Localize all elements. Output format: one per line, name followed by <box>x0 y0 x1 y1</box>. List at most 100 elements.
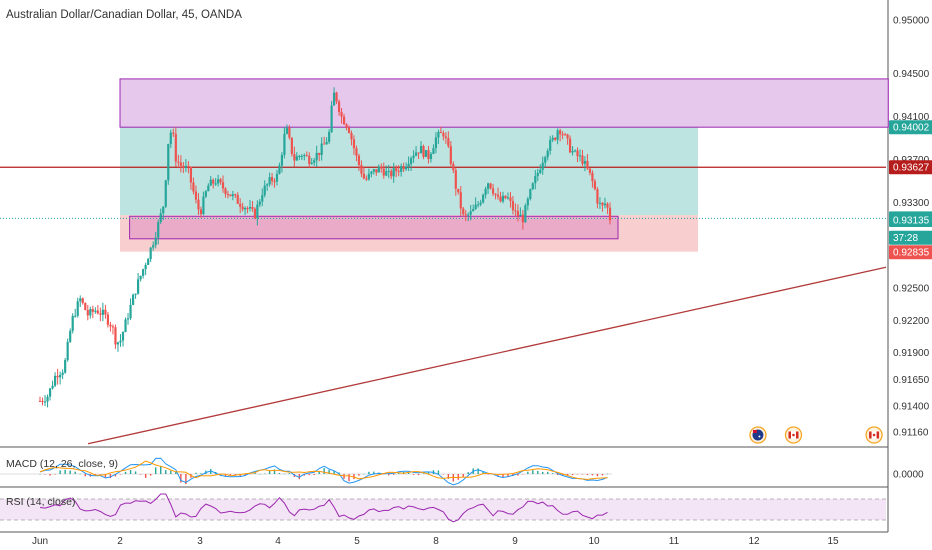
candle-body <box>226 193 230 195</box>
candle-body <box>467 214 470 216</box>
candle-body <box>347 127 351 133</box>
candle-body <box>335 92 338 102</box>
candle-body <box>556 130 559 140</box>
candle-body <box>489 183 492 189</box>
flag-band <box>869 431 872 439</box>
time-tick-label: 10 <box>588 536 600 547</box>
candle-body <box>427 150 430 159</box>
target-zone <box>120 127 698 216</box>
price-tag <box>889 120 932 135</box>
macd-histogram-bar <box>74 471 76 474</box>
candle-body <box>104 309 107 315</box>
macd-histogram-bar <box>175 471 177 474</box>
candle-body <box>559 130 562 135</box>
macd-histogram-bar <box>517 474 519 476</box>
candle-body <box>400 166 403 172</box>
macd-histogram-bar <box>547 471 549 474</box>
candle-body <box>283 133 286 155</box>
macd-histogram-bar <box>239 474 241 477</box>
macd-histogram-bar <box>397 473 400 474</box>
macd-histogram-bar <box>278 473 281 474</box>
price-tick-label: 0.91900 <box>893 348 930 359</box>
candle-body <box>124 319 127 333</box>
candle-body <box>397 171 400 173</box>
candle-body <box>429 153 433 159</box>
macd-histogram-bar <box>219 474 222 476</box>
candle-body <box>472 209 475 212</box>
canada-flag-icon <box>784 426 803 444</box>
macd-histogram-bar <box>185 474 187 485</box>
macd-value-label: 0.0000 <box>893 470 924 481</box>
candle-body <box>578 155 582 157</box>
candle-body <box>352 139 356 149</box>
candle-body <box>504 195 507 199</box>
candle-body <box>318 152 321 155</box>
price-tick-label: 0.93300 <box>893 198 930 209</box>
candle-body <box>355 148 358 156</box>
candle-body <box>449 146 452 164</box>
macd-histogram-bar <box>358 474 360 476</box>
candle-body <box>131 294 135 305</box>
macd-histogram-bar <box>273 469 276 474</box>
macd-histogram-bar <box>487 474 489 475</box>
macd-histogram-bar <box>84 474 86 477</box>
support-zone <box>129 215 619 240</box>
price-tag-label: 0.94002 <box>893 123 930 134</box>
rsi-band <box>0 499 886 520</box>
candle-body <box>251 207 254 209</box>
candle-body <box>424 150 428 157</box>
candle-body <box>563 134 567 136</box>
candle-body <box>539 169 542 173</box>
candle-body <box>221 182 225 189</box>
candle-body <box>514 210 517 212</box>
zones <box>119 78 889 252</box>
candle-body <box>86 309 89 316</box>
macd-histogram-bar <box>333 470 335 474</box>
candle-body <box>79 298 82 302</box>
candle-body <box>362 173 365 179</box>
candle-body <box>345 124 348 128</box>
candle-body <box>214 183 217 185</box>
macd-pane <box>0 457 612 486</box>
candle-body <box>601 202 604 206</box>
candle-body <box>554 137 557 140</box>
price-axis[interactable]: 0.950000.945000.941000.937000.933000.925… <box>889 15 932 481</box>
candle-body <box>447 138 450 147</box>
time-tick-label: Jun <box>32 536 48 547</box>
candle-body <box>541 162 544 170</box>
candle-body <box>81 298 84 303</box>
macd-histogram-bar <box>318 471 320 474</box>
candle-body <box>392 168 395 177</box>
macd-histogram-bar <box>522 474 524 475</box>
candle-body <box>608 207 612 221</box>
candle-body <box>61 372 64 375</box>
macd-histogram-bar <box>482 471 484 474</box>
macd-histogram-bar <box>200 473 202 474</box>
macd-histogram-bar <box>64 469 66 474</box>
candle-body <box>544 157 547 163</box>
candle-body <box>258 201 261 205</box>
candle-body <box>375 169 378 173</box>
candle-body <box>581 155 584 164</box>
candle-body <box>121 332 125 341</box>
macd-histogram-bar <box>551 473 554 474</box>
candle-body <box>204 191 207 197</box>
candle-body <box>275 173 279 182</box>
candle-body <box>106 314 110 325</box>
candle-body <box>169 132 172 145</box>
candle-body <box>280 154 284 166</box>
candle-body <box>295 156 298 161</box>
candle-body <box>323 143 326 145</box>
candle-body <box>524 205 527 223</box>
candle-body <box>231 194 234 197</box>
candle-body <box>162 206 165 214</box>
candle-body <box>96 310 99 314</box>
candle-body <box>212 179 215 184</box>
macd-histogram-bar <box>170 470 172 474</box>
candle-body <box>119 340 122 343</box>
price-tag <box>889 213 932 228</box>
time-axis[interactable]: Jun 2 3 4 5 8 9 10 11 12 15 <box>32 536 839 547</box>
macd-histogram-bar <box>566 474 569 476</box>
macd-histogram-bar <box>79 473 81 475</box>
